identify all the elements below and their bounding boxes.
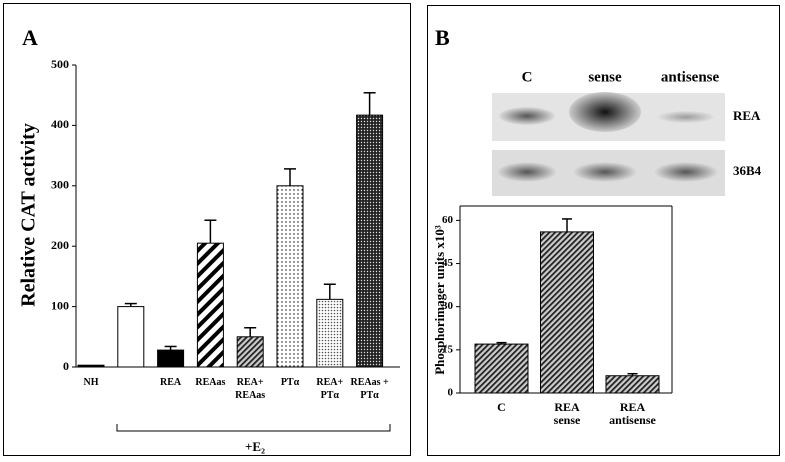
x-tick-label: REA — [160, 377, 182, 388]
blot-signal — [497, 162, 557, 182]
bar — [540, 231, 594, 394]
bar — [316, 298, 344, 368]
x-tick-label: PTα — [280, 377, 300, 388]
band-label: REA — [733, 108, 761, 123]
blot-signal — [499, 107, 555, 125]
x-tick-label: REAas + PTα — [350, 377, 389, 401]
blot-signal — [658, 111, 714, 123]
y-tick-label: 500 — [51, 57, 69, 71]
bar — [196, 242, 224, 368]
y-tick-label: 400 — [51, 117, 69, 131]
x-tick-label: REA antisense — [609, 400, 656, 427]
bar — [117, 306, 145, 368]
lane-label: antisense — [661, 69, 720, 85]
bar — [605, 375, 660, 394]
x-tick-label: REA+ PTα — [316, 377, 344, 401]
bracket — [116, 424, 391, 432]
y-tick-label: 0 — [63, 359, 69, 373]
y-axis-label: Relative CAT activity — [18, 123, 40, 307]
x-tick-label: REA+ REAas — [235, 377, 266, 401]
y-axis-label: Phosphorimager units x10³ — [432, 225, 447, 375]
x-tick-label: REA sense — [553, 400, 581, 427]
y-tick-label: 60 — [442, 214, 454, 226]
blot-signal — [573, 162, 637, 182]
bar — [157, 349, 185, 368]
panel-label: A — [22, 25, 38, 50]
y-tick-label: 300 — [51, 178, 69, 192]
panel-label: B — [435, 25, 450, 50]
y-tick-label: 100 — [51, 298, 69, 312]
y-tick-label: 200 — [51, 238, 69, 252]
x-tick-label: NH — [83, 377, 99, 388]
y-tick-label: 0 — [448, 387, 454, 399]
bar — [356, 114, 384, 368]
bar — [77, 364, 105, 368]
panel-frame — [427, 5, 780, 456]
x-tick-label: REAas — [195, 377, 226, 388]
panel-frame — [3, 3, 411, 456]
annotation: +E₂ — [245, 439, 265, 454]
bar — [474, 343, 529, 394]
band-label: 36B4 — [733, 163, 762, 178]
y-tick-label: 30 — [442, 300, 454, 312]
blot-signal — [654, 162, 718, 182]
x-tick-label: C — [497, 400, 506, 414]
bar — [236, 336, 264, 368]
y-tick-label: 15 — [442, 343, 454, 355]
bar — [276, 185, 304, 368]
y-tick-label: 45 — [442, 257, 454, 269]
blot-signal — [569, 92, 641, 132]
lane-label: C — [522, 69, 533, 85]
lane-label: sense — [588, 69, 622, 85]
